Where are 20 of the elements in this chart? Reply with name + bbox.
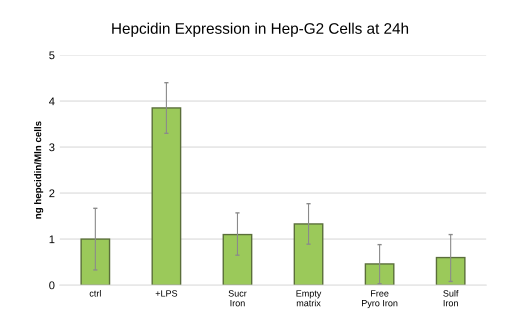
x-tick-label: Sucr Iron xyxy=(228,290,247,306)
bar xyxy=(151,107,182,286)
bar xyxy=(436,256,466,286)
y-tick-label: 3 xyxy=(49,143,54,152)
x-tick-label: Empty matrix xyxy=(296,290,322,306)
bar xyxy=(80,238,110,286)
bar xyxy=(364,263,395,286)
x-tick-label: ctrl xyxy=(90,290,101,297)
x-tick-label: Free Pyro Iron xyxy=(362,290,398,308)
y-tick-label: 1 xyxy=(50,235,54,244)
x-tick-label: +LPS xyxy=(156,290,178,297)
bar xyxy=(222,234,252,286)
y-tick-label: 2 xyxy=(49,189,54,198)
y-axis-title: ng hepcidin/Mln cells xyxy=(34,121,44,219)
x-tick-label: Sulf Iron xyxy=(443,290,458,306)
y-tick-label: 5 xyxy=(49,51,54,60)
y-tick-label: 0 xyxy=(49,281,55,290)
bar xyxy=(294,223,324,286)
chart-title: Hepcidin Expression in Hep-G2 Cells at 24h xyxy=(112,22,408,37)
y-tick-label: 4 xyxy=(49,97,55,106)
